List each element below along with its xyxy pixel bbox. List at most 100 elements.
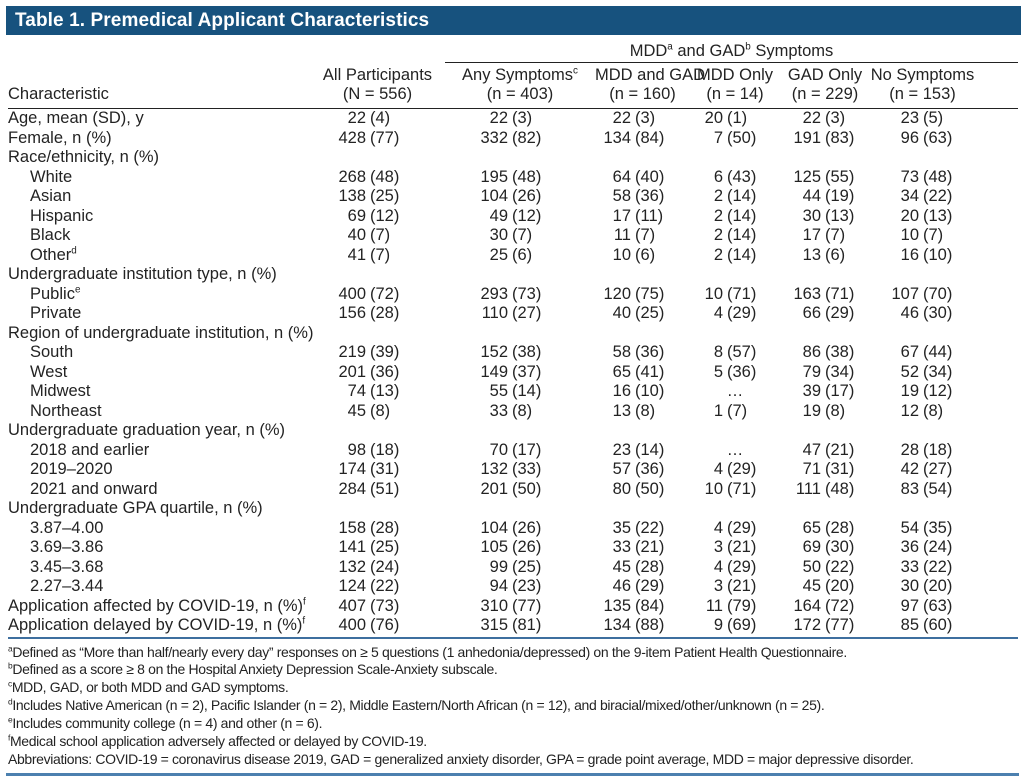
value-cell: 134 (84) <box>595 129 690 149</box>
value-percent: (21) <box>825 440 855 459</box>
value-number: 219 <box>338 343 366 361</box>
value-cell: 49 (12) <box>445 207 595 227</box>
value-cell: 45 (20) <box>780 577 870 597</box>
value-cell: 86 (38) <box>780 343 870 363</box>
value-number: 35 <box>612 518 631 537</box>
table-row: Application delayed by COVID-19, n (%)f 4… <box>8 616 1018 636</box>
value-cell: 11 (79) <box>690 597 780 617</box>
value-number: 64 <box>612 167 631 186</box>
value-number: 22 <box>347 109 366 127</box>
value-cell: 20 (1) <box>690 109 780 129</box>
value-number: 17 <box>612 206 631 225</box>
row-label: Age, mean (SD), y <box>8 109 144 127</box>
value-number: 10 <box>900 226 919 244</box>
value-number: 5 <box>713 362 723 381</box>
value-percent: (10) <box>635 382 665 400</box>
value-percent: (71) <box>727 284 757 303</box>
value-cell: 22 (3) <box>595 109 690 129</box>
value-number: 85 <box>900 616 919 634</box>
value-number: 86 <box>802 343 821 361</box>
value-percent: (63) <box>923 596 953 615</box>
value-cell: 158 (28) <box>310 519 445 539</box>
value-percent: (35) <box>923 518 953 537</box>
row-label: Private <box>30 304 82 322</box>
value-number: 12 <box>900 401 919 420</box>
value-number: 124 <box>338 577 366 595</box>
value-cell: 42 (27) <box>870 460 975 480</box>
value-cell: 45 (8) <box>310 402 445 422</box>
value-percent: (73) <box>512 284 542 303</box>
value-cell: 19 (12) <box>870 382 975 402</box>
row-label: South <box>30 343 74 361</box>
value-percent: (20) <box>825 577 855 595</box>
row-label: Publice <box>30 284 81 303</box>
value-cell: 6 (43) <box>690 168 780 188</box>
value-percent: (48) <box>923 167 953 186</box>
value-cell: 2 (14) <box>690 246 780 266</box>
value-percent: (82) <box>512 128 542 147</box>
value-cell: 46 (29) <box>595 577 690 597</box>
value-number: 22 <box>802 109 821 127</box>
row-label: 2018 and earlier <box>30 440 150 459</box>
value-percent: (11) <box>635 206 664 225</box>
value-percent: (13) <box>825 206 855 225</box>
value-number: 34 <box>900 187 919 205</box>
value-cell: 55 (14) <box>445 382 595 402</box>
value-percent: (28) <box>370 518 400 537</box>
value-number: 33 <box>489 401 508 420</box>
value-cell: 40 (7) <box>310 226 445 246</box>
row-label: 2021 and onward <box>30 479 158 498</box>
value-cell: 69 (30) <box>780 538 870 558</box>
value-percent: (48) <box>512 167 542 186</box>
value-number: 44 <box>802 187 821 205</box>
value-number: 111 <box>795 479 821 498</box>
value-percent: (29) <box>825 304 855 322</box>
value-percent: (8) <box>370 401 391 420</box>
value-number: 58 <box>612 343 631 361</box>
column-header-mdd-and-gad: MDD and GAD (n = 160) <box>595 66 706 103</box>
value-cell: 65 (41) <box>595 363 690 383</box>
value-number: 4 <box>713 304 723 322</box>
value-percent: (77) <box>370 128 400 147</box>
value-number: 58 <box>612 187 631 205</box>
value-cell: 36 (24) <box>870 538 975 558</box>
table-header-row: Characteristic All Participants (N = 556… <box>8 63 1018 109</box>
value-cell: 16 (10) <box>870 246 975 266</box>
value-number: 135 <box>603 596 631 615</box>
value-percent: (14) <box>727 187 757 205</box>
value-percent: (81) <box>512 616 542 634</box>
table-row: Midwest 74 (13) 55 (14) 16 (10)… 39 (17) 19 (12) <box>8 382 1018 402</box>
value-number: 97 <box>900 596 919 615</box>
table-row: Age, mean (SD), y 22 (4) 22 (3) 22 (3) 20 (1) 22(… <box>8 109 1018 129</box>
section-header-row: Undergraduate graduation year, n (%) <box>8 421 1018 441</box>
value-number: 25 <box>489 245 508 264</box>
value-number: 107 <box>891 284 919 303</box>
value-cell: 33 (8) <box>445 402 595 422</box>
table-title: Table 1. Premedical Applicant Characteri… <box>15 9 430 31</box>
value-number: 80 <box>612 479 631 498</box>
value-cell: 219 (39) <box>310 343 445 363</box>
value-cell: 12 (8) <box>870 402 975 422</box>
value-number: 41 <box>347 245 366 264</box>
value-cell: 5 (36) <box>690 363 780 383</box>
value-number: 3 <box>713 577 723 595</box>
value-number: 65 <box>612 362 631 381</box>
value-cell: 58 (36) <box>595 343 690 363</box>
value-cell: 10 (71) <box>690 480 780 500</box>
table-row: Asian 138 (25) 104 (26) 58 (36) 2 (14) 44 (19) 34 (2… <box>8 187 1018 207</box>
value-number: 195 <box>480 167 508 186</box>
value-number: 400 <box>338 616 366 634</box>
value-percent: (71) <box>825 284 855 303</box>
value-number: 10 <box>612 245 631 264</box>
value-cell: 293 (73) <box>445 285 595 305</box>
value-number: 8 <box>713 343 723 361</box>
row-label: 3.69–3.86 <box>30 538 104 556</box>
value-cell: 135 (84) <box>595 597 690 617</box>
value-cell: 10 (71) <box>690 285 780 305</box>
value-cell: 22 (3) <box>445 109 595 129</box>
value-percent: (60) <box>923 616 953 634</box>
value-cell: 110 (27) <box>445 304 595 324</box>
value-percent: (29) <box>727 518 757 537</box>
value-percent: (14) <box>727 206 757 225</box>
value-percent: (12) <box>512 206 542 225</box>
